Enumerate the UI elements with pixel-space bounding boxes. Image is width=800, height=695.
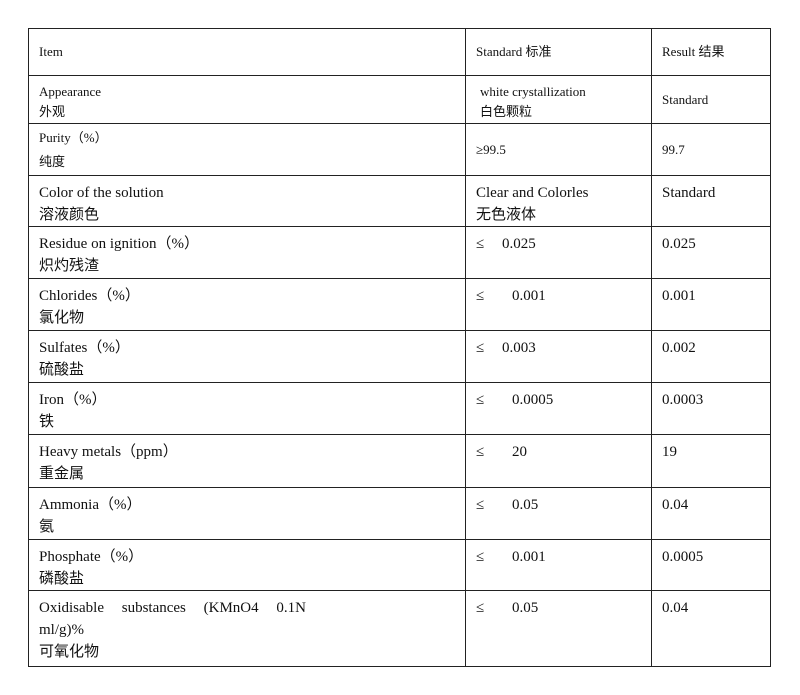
standard: 20 — [512, 444, 527, 460]
standard: 0.05 — [512, 600, 539, 616]
table-row: Heavy metals（ppm） 重金属 ≤20 19 — [28, 434, 771, 488]
less-equal-symbol: ≤ — [476, 392, 485, 408]
table-row: Purity（%） 纯度 ≥99.5 99.7 — [28, 123, 771, 176]
result: 0.04 — [651, 590, 771, 667]
result: Standard — [651, 175, 771, 227]
standard-zh: 白色颗粒 — [480, 104, 533, 119]
item-zh: 重金属 — [39, 466, 85, 482]
table-row: Chlorides（%） 氯化物 ≤0.001 0.001 — [28, 278, 771, 331]
result: 0.025 — [651, 226, 771, 279]
item-zh: 铁 — [39, 414, 55, 430]
less-equal-symbol: ≤ — [476, 340, 485, 356]
result: Standard — [651, 75, 771, 124]
result: 19 — [651, 434, 771, 488]
standard: 0.025 — [502, 236, 536, 252]
standard: 0.003 — [502, 340, 536, 356]
table-row: Color of the solution 溶液颜色 Clear and Colo… — [28, 175, 771, 227]
item-zh: 纯度 — [39, 154, 66, 169]
header-standard: Standard 标准 — [465, 28, 652, 76]
less-equal-symbol: ≤ — [476, 236, 485, 252]
item-en: Appearance — [39, 84, 102, 99]
standard-en: white crystallization — [480, 84, 586, 99]
table-row: Oxidisable substances (KMnO4 0.1N ml/g)% 可… — [28, 590, 771, 667]
item-zh: 溶液颜色 — [39, 207, 100, 223]
table-header-row: Item Standard 标准 Result 结果 — [28, 28, 771, 76]
standard-en: Clear and Colorles — [476, 185, 589, 201]
result: 0.001 — [651, 278, 771, 331]
less-equal-symbol: ≤ — [476, 600, 485, 616]
result: 0.04 — [651, 487, 771, 540]
less-equal-symbol: ≤ — [476, 288, 485, 304]
standard-zh: 无色液体 — [476, 207, 537, 223]
table-row: Phosphate（%） 磷酸盐 ≤0.001 0.0005 — [28, 539, 771, 591]
item-en: Iron（%） — [39, 392, 107, 408]
item-en: Ammonia（%） — [39, 497, 142, 513]
item-en: Phosphate（%） — [39, 549, 144, 565]
item-en: Color of the solution — [39, 185, 164, 201]
item-en: Residue on ignition（%） — [39, 236, 199, 252]
item-zh: 炽灼残渣 — [39, 258, 100, 274]
standard: 0.05 — [512, 497, 539, 513]
item-zh: 硫酸盐 — [39, 362, 85, 378]
result: 0.0003 — [651, 382, 771, 435]
item-en-continued: ml/g)% — [39, 622, 84, 638]
table-row: Iron（%） 铁 ≤0.0005 0.0003 — [28, 382, 771, 435]
result: 0.002 — [651, 330, 771, 383]
less-equal-symbol: ≤ — [476, 497, 485, 513]
less-equal-symbol: ≤ — [476, 444, 485, 460]
specification-table: Item Standard 标准 Result 结果 Appearance 外观 … — [28, 28, 771, 667]
item-en: Sulfates（%） — [39, 340, 130, 356]
standard: 0.001 — [512, 549, 546, 565]
standard: 0.001 — [512, 288, 546, 304]
item-zh: 可氧化物 — [39, 644, 100, 660]
result: 0.0005 — [651, 539, 771, 591]
item-zh: 磷酸盐 — [39, 571, 85, 587]
item-zh: 氯化物 — [39, 310, 85, 326]
item-zh: 外观 — [39, 104, 66, 119]
item-en: Purity（%） — [39, 130, 108, 145]
table-row: Appearance 外观 white crystallization 白色颗粒 S… — [28, 75, 771, 124]
item-en: Chlorides（%） — [39, 288, 140, 304]
table-row: Ammonia（%） 氨 ≤0.05 0.04 — [28, 487, 771, 540]
standard: ≥99.5 — [465, 123, 652, 176]
item-en: Heavy metals（ppm） — [39, 444, 178, 460]
header-item: Item — [28, 28, 466, 76]
item-zh: 氨 — [39, 519, 55, 535]
table-row: Sulfates（%） 硫酸盐 ≤0.003 0.002 — [28, 330, 771, 383]
standard: 0.0005 — [512, 392, 554, 408]
result: 99.7 — [651, 123, 771, 176]
less-equal-symbol: ≤ — [476, 549, 485, 565]
header-result: Result 结果 — [651, 28, 771, 76]
item-en: Oxidisable substances (KMnO4 0.1N — [39, 600, 306, 616]
table-row: Residue on ignition（%） 炽灼残渣 ≤0.025 0.025 — [28, 226, 771, 279]
